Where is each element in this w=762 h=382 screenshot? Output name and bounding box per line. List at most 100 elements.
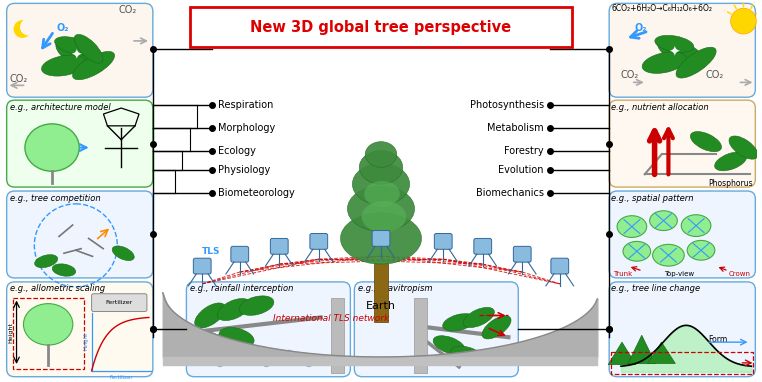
Text: Forestry: Forestry xyxy=(504,146,544,155)
Ellipse shape xyxy=(196,331,229,353)
FancyBboxPatch shape xyxy=(190,7,572,47)
Ellipse shape xyxy=(690,131,722,152)
Text: Top-view: Top-view xyxy=(664,271,695,277)
Text: Height: Height xyxy=(8,322,13,343)
Text: O₂: O₂ xyxy=(635,23,648,33)
Ellipse shape xyxy=(652,244,684,266)
Ellipse shape xyxy=(24,304,73,345)
Text: Evolution: Evolution xyxy=(498,165,544,175)
Text: CO₂: CO₂ xyxy=(118,5,136,15)
Ellipse shape xyxy=(14,20,31,38)
Polygon shape xyxy=(648,342,675,364)
Ellipse shape xyxy=(217,299,251,320)
FancyBboxPatch shape xyxy=(372,230,390,246)
Ellipse shape xyxy=(341,213,421,264)
Ellipse shape xyxy=(219,327,254,347)
Text: e.g., tree line change: e.g., tree line change xyxy=(611,284,700,293)
Ellipse shape xyxy=(655,36,694,52)
FancyBboxPatch shape xyxy=(609,100,755,187)
Ellipse shape xyxy=(482,316,511,339)
Text: Crown: Crown xyxy=(728,271,751,277)
Text: Phosphorus: Phosphorus xyxy=(709,179,753,188)
Ellipse shape xyxy=(642,52,687,73)
Ellipse shape xyxy=(238,350,245,360)
Polygon shape xyxy=(608,342,636,365)
Ellipse shape xyxy=(25,124,79,171)
Ellipse shape xyxy=(56,40,101,72)
FancyBboxPatch shape xyxy=(434,233,452,249)
FancyBboxPatch shape xyxy=(310,233,328,249)
FancyBboxPatch shape xyxy=(7,100,153,187)
Text: Ecology: Ecology xyxy=(218,146,256,155)
FancyBboxPatch shape xyxy=(374,263,388,322)
Text: Respiration: Respiration xyxy=(218,100,274,110)
FancyBboxPatch shape xyxy=(7,191,153,278)
Ellipse shape xyxy=(112,246,134,261)
Ellipse shape xyxy=(262,357,271,367)
Ellipse shape xyxy=(74,34,103,63)
Ellipse shape xyxy=(197,347,204,357)
Ellipse shape xyxy=(681,215,711,236)
FancyBboxPatch shape xyxy=(7,3,153,97)
FancyBboxPatch shape xyxy=(354,282,518,377)
Text: International TLS network: International TLS network xyxy=(273,314,389,322)
Ellipse shape xyxy=(433,336,465,354)
Ellipse shape xyxy=(650,211,677,230)
FancyBboxPatch shape xyxy=(91,294,147,312)
FancyBboxPatch shape xyxy=(187,282,351,377)
Ellipse shape xyxy=(72,52,114,80)
FancyBboxPatch shape xyxy=(194,258,211,274)
Text: CO₂: CO₂ xyxy=(706,70,724,81)
FancyBboxPatch shape xyxy=(551,258,568,274)
Text: O₂: O₂ xyxy=(56,23,69,33)
Text: TLS: TLS xyxy=(202,247,221,256)
FancyBboxPatch shape xyxy=(271,238,288,254)
Text: e.g., rainfall interception: e.g., rainfall interception xyxy=(190,284,293,293)
Text: e.g., tree competition: e.g., tree competition xyxy=(10,194,101,203)
Ellipse shape xyxy=(34,255,58,268)
Text: Photosynthesis: Photosynthesis xyxy=(470,100,544,110)
Text: ✦: ✦ xyxy=(70,49,82,63)
Text: e.g., spatial pattern: e.g., spatial pattern xyxy=(611,194,693,203)
FancyBboxPatch shape xyxy=(609,282,755,377)
Text: e.g., nutrient allocation: e.g., nutrient allocation xyxy=(611,103,709,112)
Text: Earth: Earth xyxy=(366,301,396,311)
Ellipse shape xyxy=(20,19,37,36)
FancyBboxPatch shape xyxy=(231,246,248,262)
Ellipse shape xyxy=(365,142,397,167)
Text: Height: Height xyxy=(83,332,88,350)
Text: Biometeorology: Biometeorology xyxy=(218,188,295,198)
Ellipse shape xyxy=(729,136,758,159)
Ellipse shape xyxy=(715,152,747,171)
Ellipse shape xyxy=(676,47,716,78)
FancyBboxPatch shape xyxy=(474,238,491,254)
Ellipse shape xyxy=(731,8,757,34)
Ellipse shape xyxy=(285,350,293,360)
Ellipse shape xyxy=(55,37,93,55)
Ellipse shape xyxy=(41,55,86,76)
Text: e.g., gravitropism: e.g., gravitropism xyxy=(358,284,433,293)
Text: CO₂: CO₂ xyxy=(620,70,639,81)
Text: 6CO₂+6H₂O→C₆H₁₂O₆+6O₂: 6CO₂+6H₂O→C₆H₁₂O₆+6O₂ xyxy=(611,4,712,13)
Text: e.g., architecture model: e.g., architecture model xyxy=(10,103,110,112)
Text: e.g., allometric scaling: e.g., allometric scaling xyxy=(10,284,104,293)
Text: Metabolism: Metabolism xyxy=(488,123,544,133)
Polygon shape xyxy=(628,335,655,364)
Ellipse shape xyxy=(347,186,415,231)
Ellipse shape xyxy=(53,264,75,276)
Ellipse shape xyxy=(359,151,403,184)
Text: Form: Form xyxy=(708,335,727,344)
Ellipse shape xyxy=(658,38,705,67)
Text: Fertilizer: Fertilizer xyxy=(106,300,133,305)
Ellipse shape xyxy=(443,314,475,331)
Ellipse shape xyxy=(450,346,483,364)
Text: New 3D global tree perspective: New 3D global tree perspective xyxy=(251,19,511,34)
Ellipse shape xyxy=(216,357,224,367)
FancyBboxPatch shape xyxy=(609,3,755,97)
Ellipse shape xyxy=(623,241,651,261)
Ellipse shape xyxy=(195,303,226,328)
Text: Fertilizer: Fertilizer xyxy=(110,375,133,380)
Ellipse shape xyxy=(362,201,406,233)
Text: CO₂: CO₂ xyxy=(10,74,28,84)
FancyBboxPatch shape xyxy=(331,298,344,373)
